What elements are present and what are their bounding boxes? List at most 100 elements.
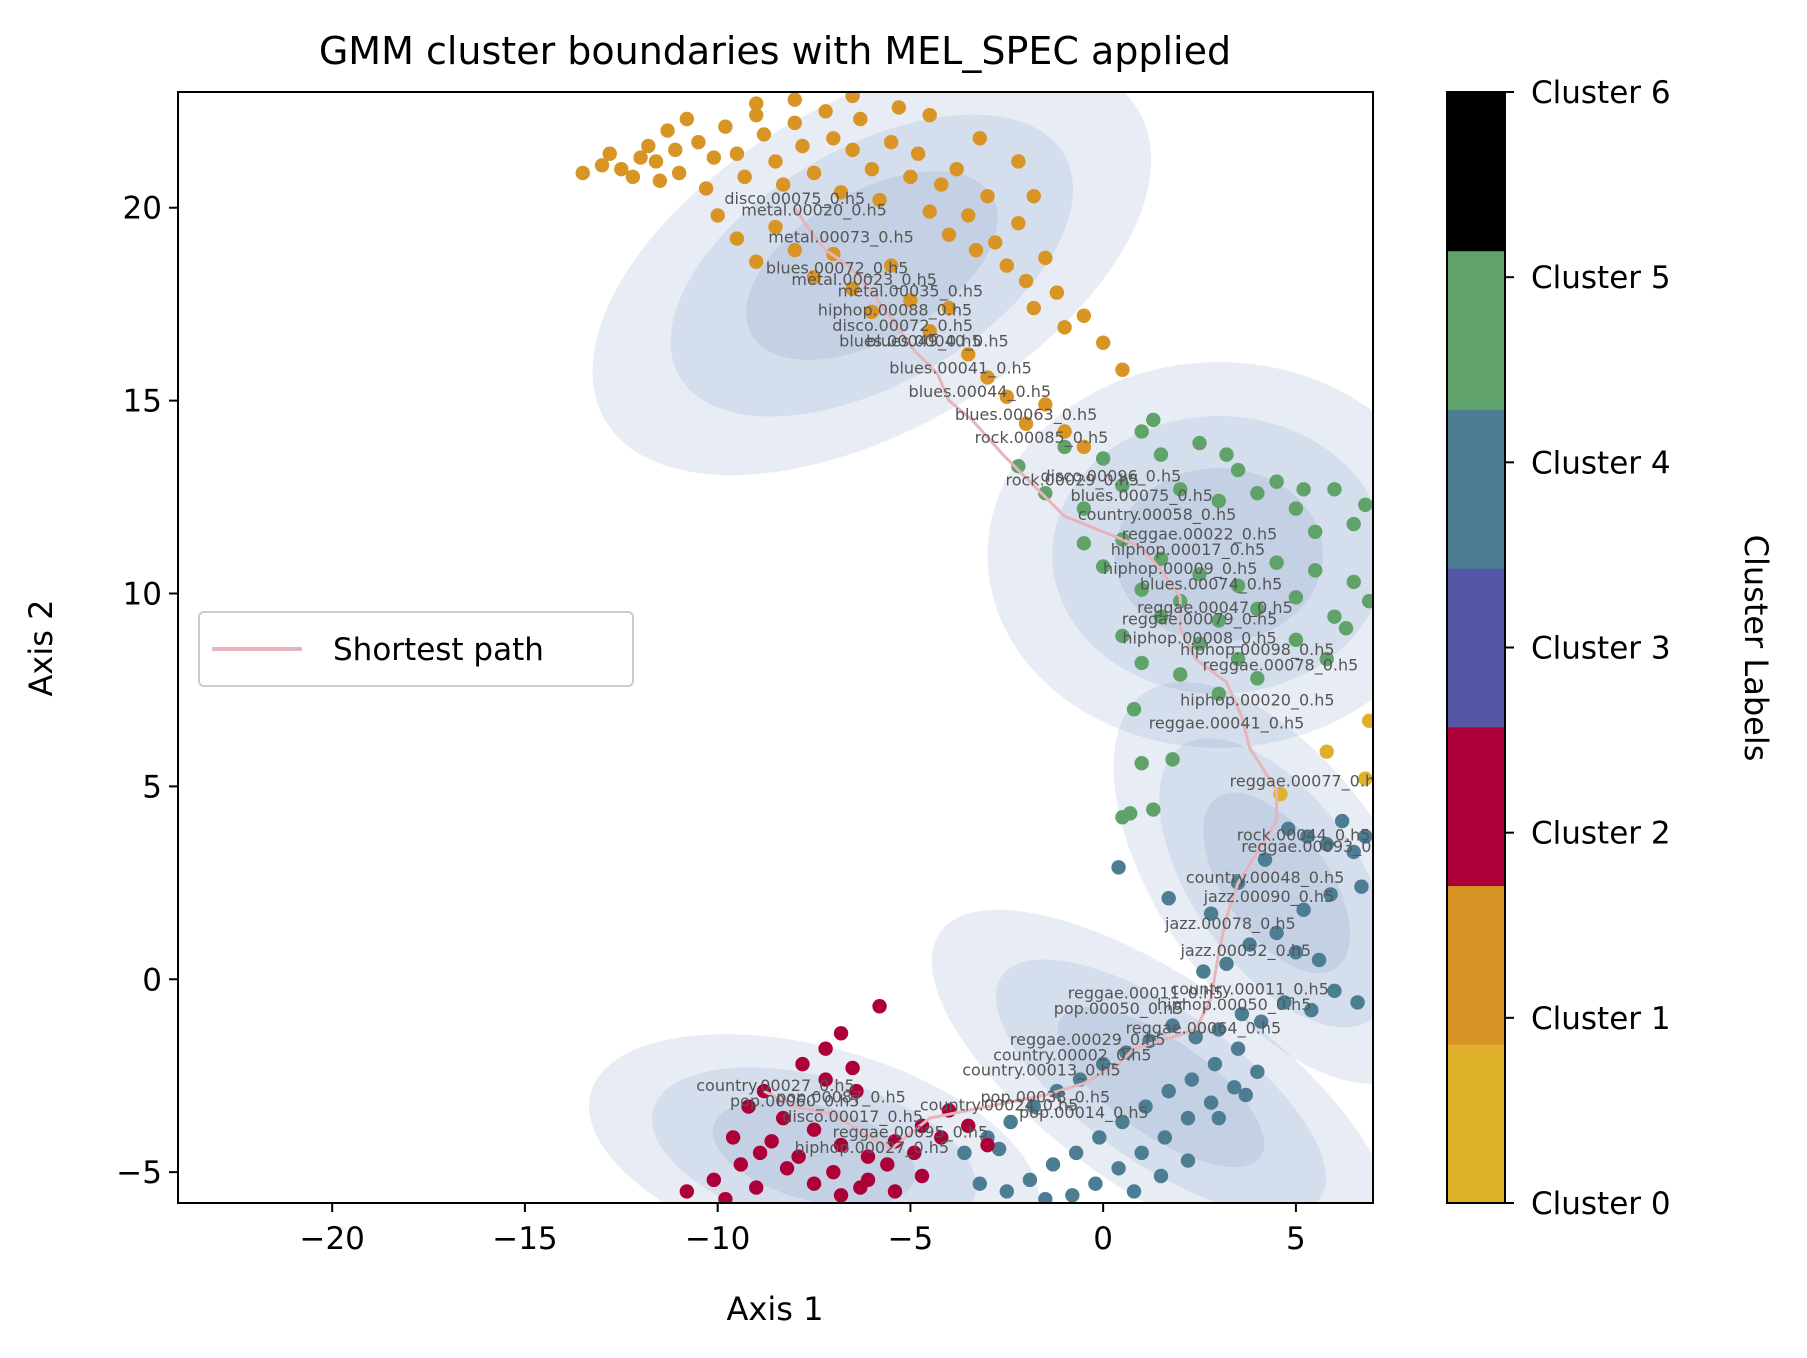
annotation-40: reggae.00064_0.h5 xyxy=(1126,1018,1282,1038)
point-cluster-1-45 xyxy=(999,258,1014,273)
point-cluster-5-14 xyxy=(1288,501,1304,516)
point-cluster-5-29 xyxy=(1269,555,1284,570)
point-cluster-2-30 xyxy=(749,1180,764,1195)
point-cluster-5-38 xyxy=(1173,667,1188,682)
gmm-ellipse-2-level-0 xyxy=(1113,682,1373,1084)
point-cluster-5-27 xyxy=(1230,578,1246,593)
point-cluster-5-9 xyxy=(1192,435,1207,451)
annotation-21: blues.00074_0.h5 xyxy=(1140,575,1283,595)
point-cluster-1-73 xyxy=(1057,424,1072,439)
point-cluster-4-22 xyxy=(1304,1002,1319,1018)
point-cluster-1-80 xyxy=(1011,154,1026,169)
point-cluster-1-52 xyxy=(1076,308,1092,323)
gmm-ellipse-1-level-0 xyxy=(987,362,1373,748)
colorbar-segment-1 xyxy=(1447,885,1505,1045)
point-cluster-4-15 xyxy=(1242,937,1257,952)
point-cluster-1-27 xyxy=(826,131,841,146)
annotation-2: metal.00073_0.h5 xyxy=(768,227,914,247)
point-cluster-1-79 xyxy=(972,131,988,146)
point-cluster-1-25 xyxy=(806,165,822,181)
point-cluster-5-45 xyxy=(1338,621,1354,636)
annotation-15: rock.00029_0.h5 xyxy=(1005,470,1139,490)
y-axis-ticks: −5 0 5 10 15 20 xyxy=(116,191,178,1191)
point-cluster-4-38 xyxy=(1230,1041,1246,1056)
legend-box xyxy=(198,611,634,687)
point-cluster-5-33 xyxy=(1346,574,1361,590)
annotation-19: hiphop.00017_0.h5 xyxy=(1111,540,1265,560)
point-cluster-1-69 xyxy=(980,370,995,385)
point-cluster-1-33 xyxy=(883,134,899,150)
point-cluster-5-36 xyxy=(1134,655,1149,671)
point-cluster-5-5 xyxy=(1115,478,1130,493)
point-cluster-4-42 xyxy=(1138,1099,1153,1114)
x-tick-label-0: −20 xyxy=(299,1221,364,1257)
point-cluster-4-56 xyxy=(1088,1176,1103,1191)
point-cluster-4-61 xyxy=(1211,1110,1227,1126)
point-cluster-2-8 xyxy=(741,1099,756,1114)
point-cluster-2-20 xyxy=(779,1161,795,1176)
point-cluster-1-13 xyxy=(691,134,706,150)
point-cluster-5-2 xyxy=(1057,439,1072,455)
point-cluster-2-0 xyxy=(872,999,887,1014)
point-cluster-5-52 xyxy=(1146,412,1161,428)
annotation-31: reggae.00093_0.h5 xyxy=(1241,837,1397,857)
point-cluster-1-42 xyxy=(968,242,984,258)
annotation-32: country.00048_0.h5 xyxy=(1186,868,1344,888)
annotation-29: reggae.00077_0.h5 xyxy=(1230,771,1386,791)
point-cluster-1-20 xyxy=(756,127,772,142)
colorbar-label-3: Cluster 3 xyxy=(1531,631,1671,667)
point-cluster-1-18 xyxy=(737,169,752,185)
x-tick-label-1: −15 xyxy=(492,1221,557,1257)
point-cluster-2-2 xyxy=(818,1041,833,1056)
point-cluster-5-35 xyxy=(1115,628,1130,644)
point-cluster-1-50 xyxy=(1049,285,1065,300)
point-cluster-1-17 xyxy=(729,146,745,161)
point-cluster-5-4 xyxy=(1095,451,1111,466)
point-cluster-4-18 xyxy=(1288,945,1304,960)
annotation-7: disco.00072_0.h5 xyxy=(832,316,973,336)
point-cluster-2-3 xyxy=(845,1060,860,1076)
point-cluster-4-20 xyxy=(1327,983,1342,999)
point-cluster-2-29 xyxy=(718,1191,733,1203)
point-cluster-4-5 xyxy=(1280,821,1296,837)
annotation-50: disco.00017_0.h5 xyxy=(782,1107,923,1127)
point-cluster-4-23 xyxy=(1277,995,1292,1010)
x-axis-ticks: −20 −15 −10 −5 0 5 xyxy=(299,1203,1306,1257)
annotation-46: pop.00087_0.h5 xyxy=(776,1088,906,1108)
point-cluster-2-35 xyxy=(880,1157,895,1172)
gmm-ellipse-3-level-2 xyxy=(1057,1007,1265,1168)
point-cluster-4-45 xyxy=(1068,1145,1084,1161)
point-cluster-5-22 xyxy=(1134,582,1149,597)
point-cluster-5-0 xyxy=(1011,458,1026,474)
point-cluster-4-35 xyxy=(1003,1114,1018,1130)
y-tick-label-4: 15 xyxy=(123,384,162,420)
colorbar-segment-0 xyxy=(1447,1044,1505,1204)
gmm-ellipse-0-level-2 xyxy=(746,171,998,360)
point-cluster-4-13 xyxy=(1296,902,1311,918)
legend: Shortest path xyxy=(198,611,634,687)
point-cluster-4-37 xyxy=(957,1145,972,1161)
point-cluster-1-3 xyxy=(614,161,629,177)
point-cluster-5-41 xyxy=(1230,651,1246,667)
point-cluster-4-41 xyxy=(1161,1083,1176,1099)
point-cluster-4-30 xyxy=(1119,1045,1134,1060)
point-cluster-1-70 xyxy=(999,389,1014,404)
annotation-38: pop.00050_0.h5 xyxy=(1054,999,1184,1019)
annotation-49: pop.00014_0.h5 xyxy=(1019,1103,1149,1123)
annotation-17: country.00058_0.h5 xyxy=(1078,505,1236,525)
colorbar: Cluster 0 Cluster 1 Cluster 2 Cluster 3 Clus… xyxy=(1446,75,1671,1222)
point-cluster-5-37 xyxy=(1153,609,1169,624)
point-cluster-1-53 xyxy=(1095,335,1111,350)
point-cluster-1-38 xyxy=(934,177,949,192)
point-cluster-4-59 xyxy=(1153,1168,1169,1184)
point-cluster-5-30 xyxy=(1288,590,1304,605)
point-cluster-2-36 xyxy=(907,1145,922,1161)
point-cluster-2-18 xyxy=(725,1130,741,1145)
point-cluster-1-58 xyxy=(768,219,783,235)
point-cluster-5-48 xyxy=(1165,752,1180,767)
point-cluster-4-8 xyxy=(1334,813,1350,829)
annotation-26: reggae.00078_0.h5 xyxy=(1203,656,1359,676)
point-cluster-2-9 xyxy=(776,1110,791,1126)
point-cluster-1-78 xyxy=(922,107,937,123)
